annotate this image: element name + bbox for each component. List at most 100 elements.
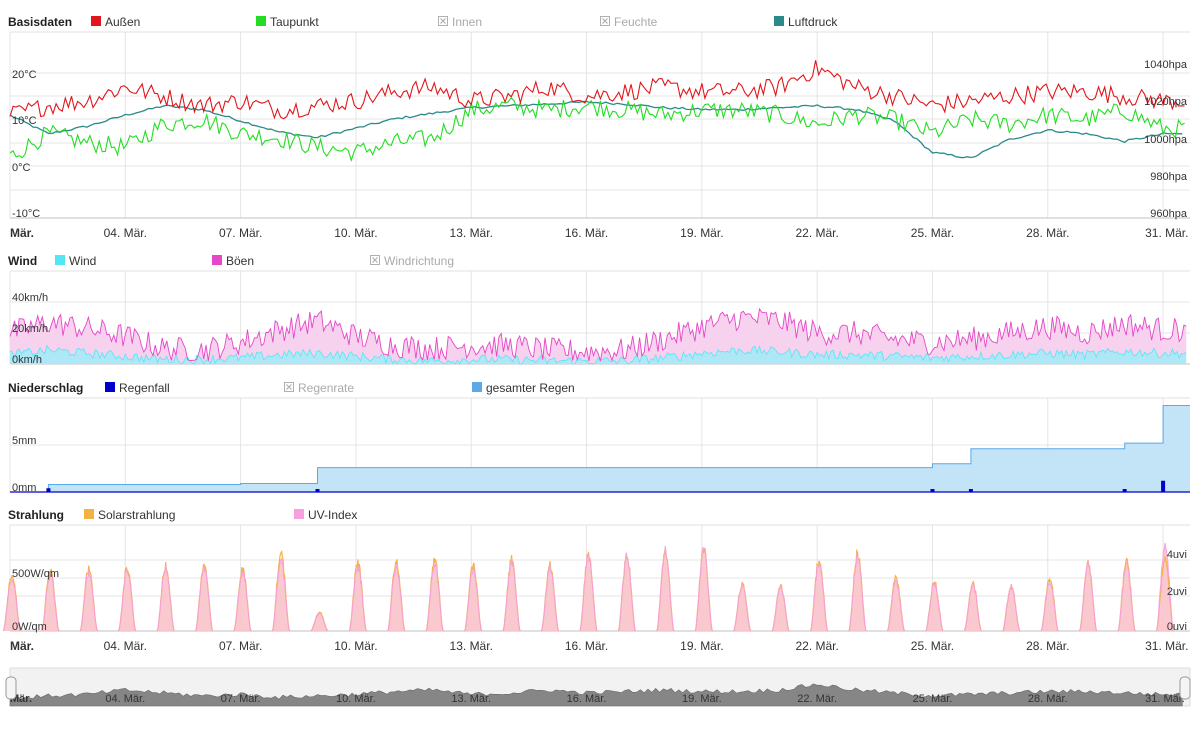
navigator-date-label: 22. Mär.	[797, 693, 837, 705]
date-label: 16. Mär.	[565, 639, 608, 653]
navigator-series	[9, 683, 1183, 707]
navigator-date-label: 25. Mär.	[913, 693, 953, 705]
navigator-date-label: 13. Mär.	[451, 693, 491, 705]
ytick-0uvi: 0uvi	[1167, 621, 1187, 633]
legend-swatch-feuchte[interactable]	[600, 16, 610, 26]
area-uv-day	[503, 558, 521, 631]
ytick-500wqm: 500W/qm	[12, 568, 59, 580]
legend-uv-index[interactable]: UV-Index	[308, 508, 357, 522]
date-label: 19. Mär.	[680, 639, 723, 653]
series-uv-day	[810, 563, 829, 632]
series-uv-day	[733, 583, 752, 632]
ytick-10c: 10°C	[12, 115, 37, 127]
ytick-20c: 20°C	[12, 69, 37, 81]
legend-taupunkt[interactable]: Taupunkt	[270, 15, 319, 29]
legend-aussen[interactable]: Außen	[105, 15, 140, 29]
legend-swatch-gesamter-regen[interactable]	[472, 382, 482, 392]
legend-regenfall[interactable]: Regenfall	[119, 381, 170, 395]
legend-boeen[interactable]: Böen	[226, 254, 254, 268]
area-wind	[10, 345, 1187, 364]
legend-swatch-wind[interactable]	[55, 255, 65, 265]
bar-regenfall	[968, 489, 973, 492]
date-label-month: Mär.	[10, 639, 34, 653]
series-uv-day	[887, 578, 905, 632]
area-uv-day	[157, 563, 175, 631]
legend-regenrate[interactable]: Regenrate	[298, 381, 354, 395]
series-uv-day	[694, 546, 713, 632]
area-uv-day	[849, 554, 866, 631]
series-uv-day	[925, 582, 944, 632]
ytick-1020hpa: 1020hpa	[1144, 96, 1188, 108]
legend-solarstrahlung[interactable]: Solarstrahlung	[98, 508, 175, 522]
date-label: 07. Mär.	[219, 226, 262, 240]
series-uv-day	[541, 563, 559, 632]
panel-title-basisdaten: Basisdaten	[8, 15, 72, 29]
ytick-0kmh: 0km/h	[12, 354, 42, 366]
date-label: 22. Mär.	[795, 639, 838, 653]
date-label: 07. Mär.	[219, 639, 262, 653]
series-uv-day	[1156, 542, 1174, 632]
legend-innen[interactable]: Innen	[452, 15, 482, 29]
ytick-0c: 0°C	[12, 162, 31, 174]
panel-title-strahlung: Strahlung	[8, 508, 64, 522]
date-label: 19. Mär.	[680, 226, 723, 240]
legend-swatch-regenrate[interactable]	[284, 382, 294, 392]
legend-luftdruck[interactable]: Luftdruck	[788, 15, 838, 29]
bar-regenfall	[930, 489, 935, 492]
navigator-handle-left[interactable]	[5, 676, 17, 700]
series-uv-day	[118, 569, 137, 632]
navigator-date-label: 04. Mär.	[105, 693, 145, 705]
series-uv-day	[1117, 561, 1136, 632]
navigator-date-label: 10. Mär.	[336, 693, 376, 705]
legend-swatch-taupunkt[interactable]	[256, 16, 266, 26]
series-uv-day	[617, 552, 636, 632]
series-wind	[9, 344, 1187, 365]
date-axis-top: Mär. 04. Mär. 07. Mär. 10. Mär. 13. Mär. 16. …	[10, 226, 1188, 240]
legend-swatch-windrichtung[interactable]	[370, 255, 380, 265]
navigator-date-label: 07. Mär.	[221, 693, 261, 705]
series-uv-day	[1040, 581, 1059, 632]
date-label: 13. Mär.	[450, 639, 493, 653]
ytick-2uvi: 2uvi	[1167, 586, 1187, 598]
area-uv-day	[234, 570, 251, 631]
legend-swatch-innen[interactable]	[438, 16, 448, 26]
navigator-date-label: 31. Mär.	[1145, 693, 1185, 705]
series-luftdruck	[9, 100, 1183, 159]
legend-windrichtung[interactable]: Windrichtung	[384, 254, 454, 268]
ytick-20kmh: 20km/h	[12, 323, 48, 335]
legend-swatch-regenfall[interactable]	[105, 382, 115, 392]
legend-swatch-solar[interactable]	[84, 509, 94, 519]
series-uv-day	[464, 567, 483, 632]
legend-wind[interactable]: Wind	[69, 254, 96, 268]
navigator[interactable]: Mär. 04. Mär. 07. Mär. 10. Mär. 13. Mär. 16. …	[5, 667, 1191, 707]
legend-swatch-luftdruck[interactable]	[774, 16, 784, 26]
legend-swatch-boeen[interactable]	[212, 255, 222, 265]
series-uv-day	[41, 572, 60, 632]
series-gesamter-regen	[10, 405, 1190, 493]
legend-feuchte[interactable]: Feuchte	[614, 15, 658, 29]
area-uv-day	[349, 564, 367, 631]
series-uv-day	[195, 566, 214, 632]
series-uv-day	[2, 578, 21, 632]
area-uv-day	[618, 552, 636, 631]
area-uv-day	[541, 563, 559, 631]
ytick-1000hpa: 1000hpa	[1144, 134, 1188, 146]
niederschlag-plot	[9, 397, 1190, 493]
date-label-month: Mär.	[10, 226, 34, 240]
area-uv-day	[1079, 561, 1097, 631]
area-uv-day	[195, 567, 213, 631]
ytick-minus10c: -10°C	[12, 208, 40, 220]
legend-gesamter-regen[interactable]: gesamter Regen	[486, 381, 575, 395]
area-uv-day	[580, 553, 597, 631]
legend-swatch-uv[interactable]	[294, 509, 304, 519]
area-uv-day	[733, 583, 751, 631]
strahlung-plot	[2, 524, 1190, 632]
ytick-4uvi: 4uvi	[1167, 549, 1187, 561]
legend-swatch-aussen[interactable]	[91, 16, 101, 26]
date-label: 25. Mär.	[911, 639, 954, 653]
bar-regenfall	[1122, 489, 1127, 492]
area-uv-day	[41, 573, 59, 631]
area-uv-day	[426, 562, 444, 631]
navigator-handle-right[interactable]	[1179, 676, 1191, 700]
area-gesamter-regen	[10, 405, 1190, 492]
